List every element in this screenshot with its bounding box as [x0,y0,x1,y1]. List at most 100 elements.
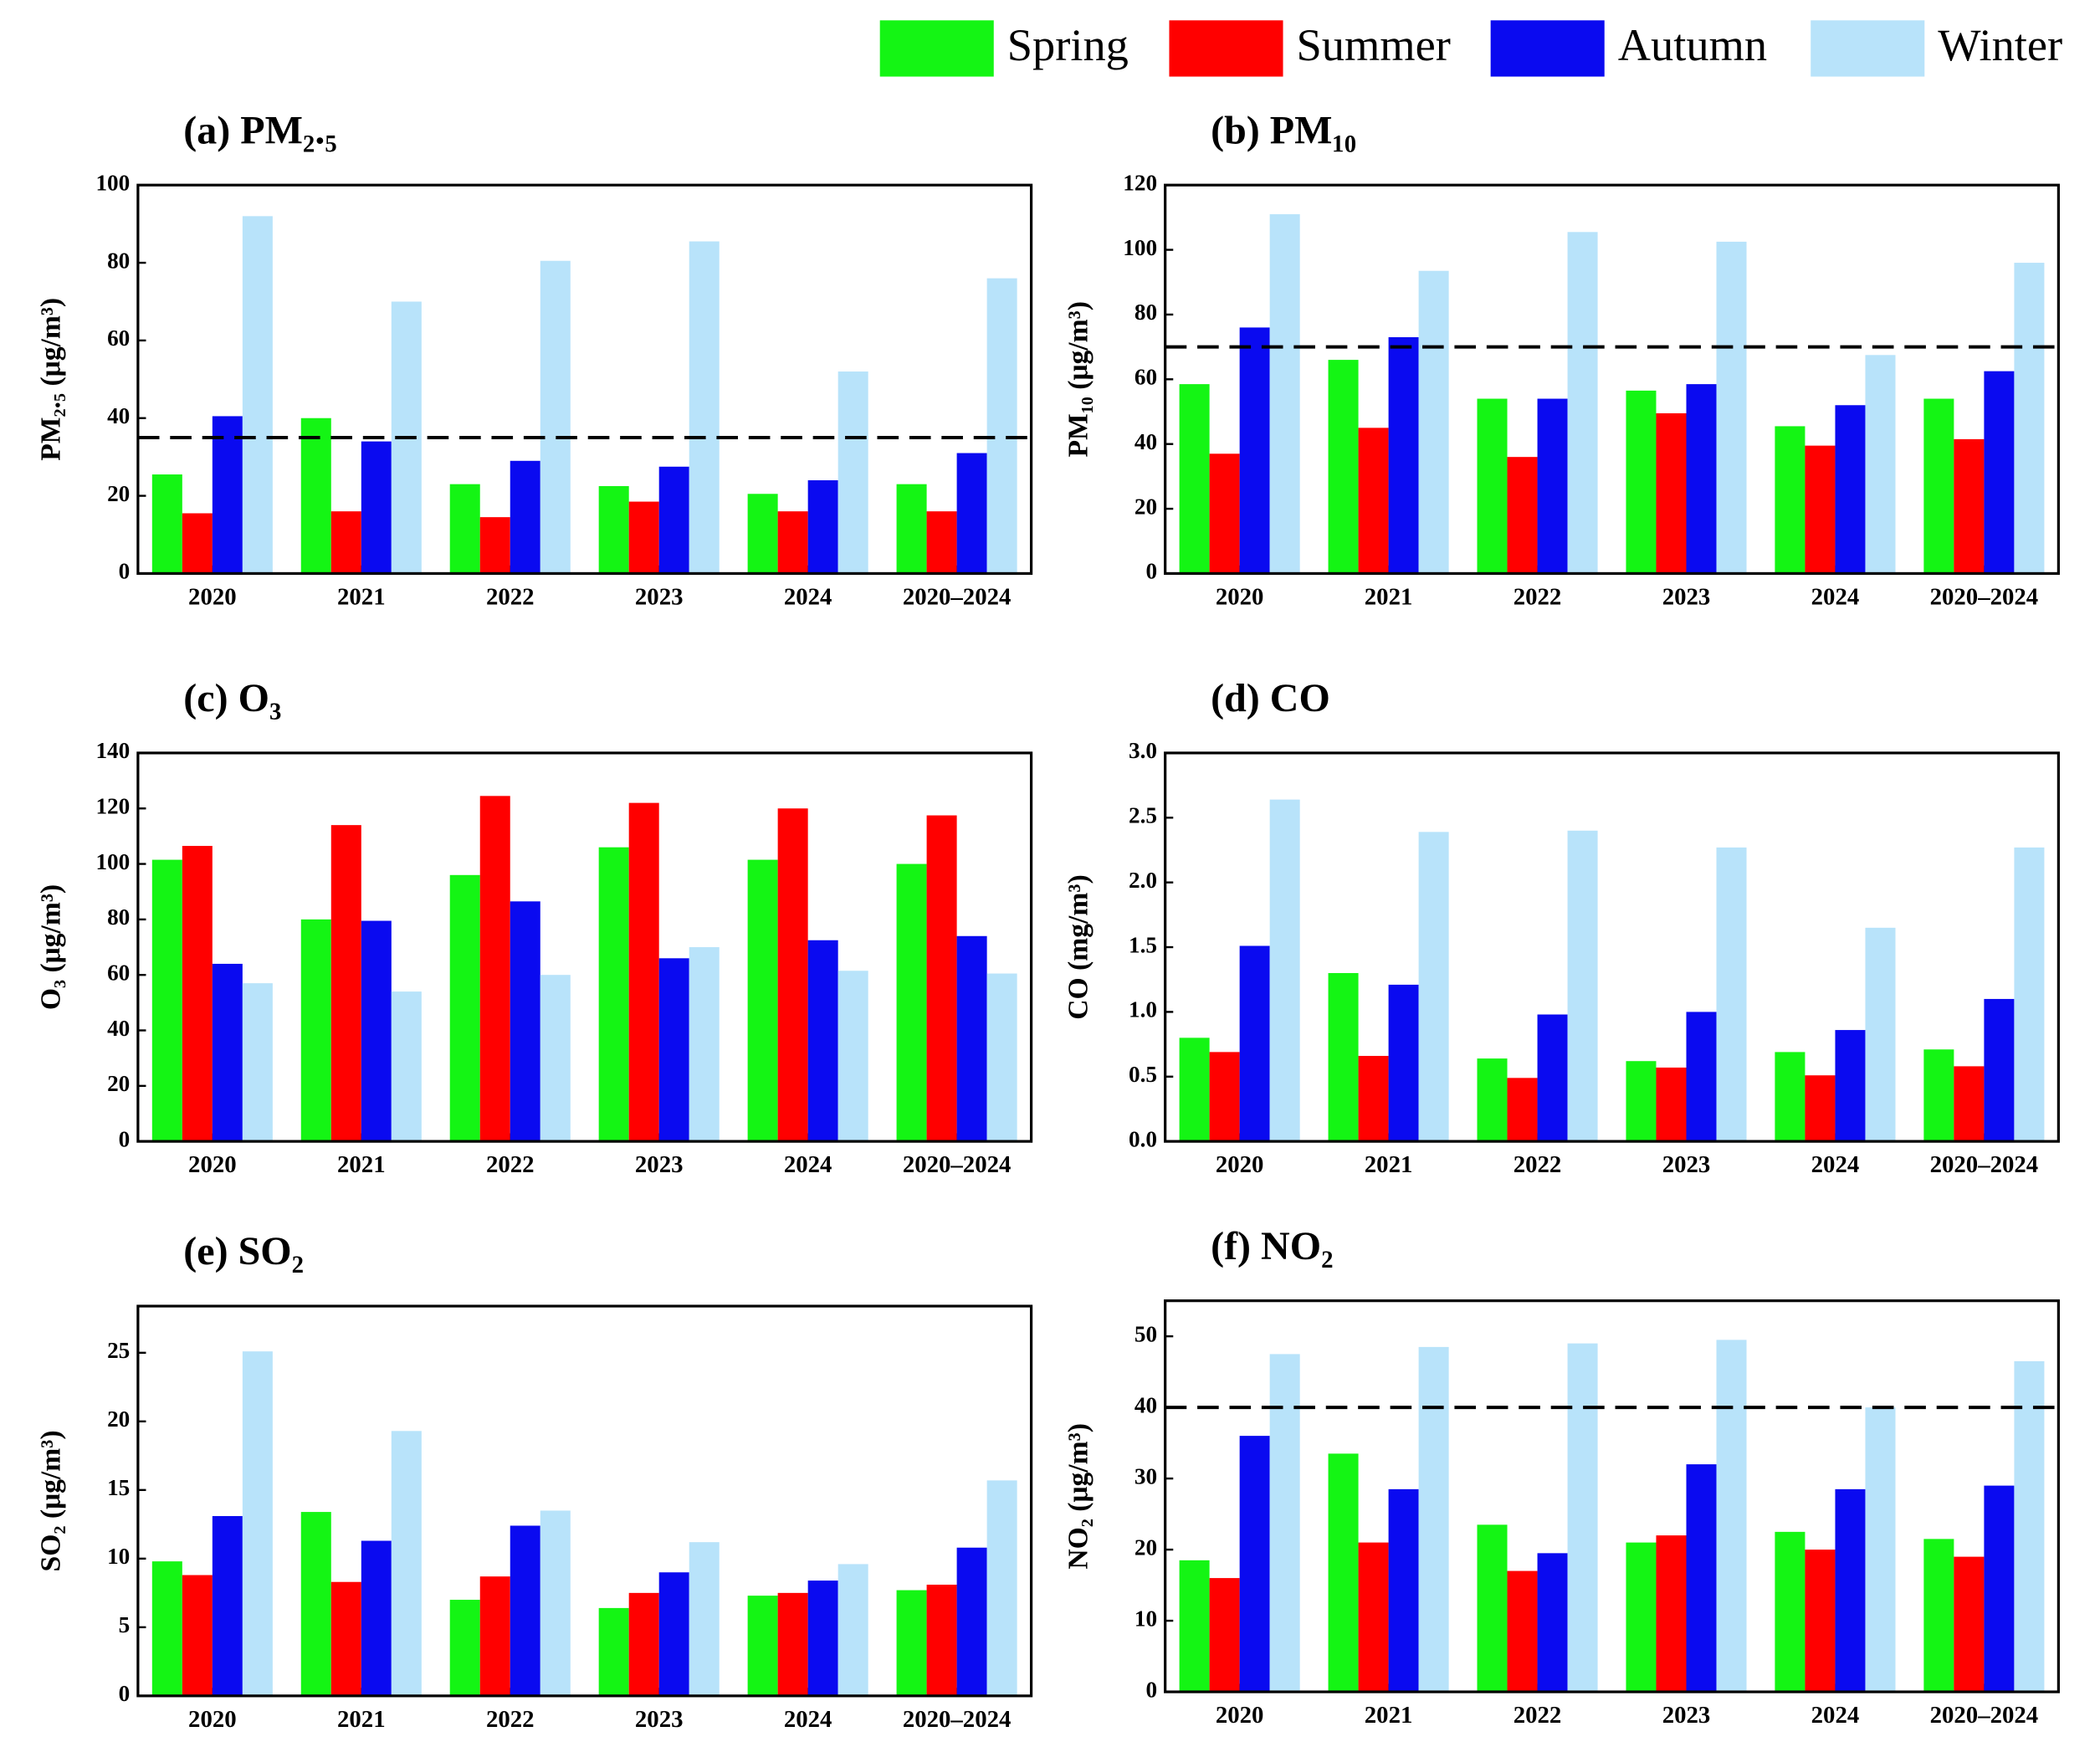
y-tick-label: 80 [107,904,130,930]
bar [689,947,720,1142]
bar [1923,398,1954,574]
x-tick-label: 2023 [1662,1702,1711,1729]
bar [1984,1485,2015,1693]
legend-swatch [1490,20,1605,77]
chart-title: (f) NO₂ [1211,1224,1333,1268]
bar [777,1592,808,1696]
y-tick-label: 30 [1135,1463,1157,1488]
y-tick-label: 0.0 [1129,1126,1157,1151]
bar [896,1590,927,1696]
bar [479,1576,510,1696]
plot-frame [136,751,1033,1143]
bar [1954,438,1985,574]
x-tick-label: 2024 [1811,1151,1860,1178]
x-tick-label: 2023 [1662,1151,1711,1178]
bar [2014,1360,2045,1693]
legend-swatch [1169,20,1283,77]
y-tick-label: 1.5 [1129,932,1157,957]
x-tick-label: 2021 [1365,1151,1413,1178]
y-tick-label: 20 [1135,1534,1157,1560]
bar [1328,360,1359,574]
y-tick-label: 40 [107,403,130,428]
bar [151,1561,182,1696]
bar [330,1581,361,1696]
x-tick-label: 2020 [1216,1151,1264,1178]
x-tick-label: 2024 [784,1151,832,1178]
legend-label: Spring [1007,20,1129,70]
legend-label: Autumn [1618,20,1767,70]
y-tick-label: 20 [107,481,130,506]
bar [1835,1488,1866,1693]
bar [212,1516,243,1696]
bar [956,453,987,574]
bar [777,511,808,574]
y-tick-label: 40 [107,1016,130,1041]
bar [510,1525,540,1696]
chart-title: (d) CO [1211,676,1330,720]
bar [1209,1052,1240,1142]
bar [1865,927,1896,1142]
x-tick-label: 2021 [337,583,386,610]
x-tick-label: 2022 [486,1706,535,1733]
bar [540,975,571,1142]
bar [1239,327,1270,574]
bar [540,1510,571,1696]
x-tick-label: 2021 [1365,583,1413,610]
bar [747,859,778,1142]
bar [1388,984,1419,1142]
x-tick-label: 2020–2024 [1930,1151,2039,1178]
bar [986,973,1017,1142]
bar [1179,1560,1210,1693]
bar [330,511,361,574]
y-tick-label: 25 [107,1338,130,1363]
bar [1418,832,1449,1142]
bar [212,963,243,1142]
bar [837,971,868,1142]
y-tick-label: 40 [1135,429,1157,454]
y-axis-label: PM₂.₅ (μg/m³) [36,298,67,461]
chart-title: (b) PM₁₀ [1211,108,1356,152]
bar [896,484,927,574]
bar [1626,1061,1657,1142]
bar [510,901,540,1142]
x-tick-label: 2022 [486,583,535,610]
bar [1388,1488,1419,1693]
bar [689,1542,720,1696]
bar [330,825,361,1142]
bar [837,371,868,574]
y-tick-label: 0 [119,1681,131,1706]
bar [1507,1078,1538,1142]
bar [1358,1056,1389,1142]
bar [242,1351,273,1696]
x-tick-label: 2020–2024 [1930,1702,2039,1729]
bar [1656,1067,1687,1142]
y-tick-label: 60 [1135,365,1157,390]
y-tick-label: 100 [1123,235,1157,260]
bar [182,846,213,1142]
bar [1716,847,1747,1142]
bar [1477,398,1508,574]
bar [926,511,957,574]
bar [449,484,480,574]
bar [182,513,213,574]
bar [1537,1553,1568,1693]
bar [1507,457,1538,574]
bar [628,802,659,1142]
y-tick-label: 120 [1123,170,1157,195]
bar [1835,1030,1866,1142]
bar [598,847,629,1142]
bar [1358,1542,1389,1693]
x-tick-label: 2023 [1662,583,1711,610]
bar [1626,1542,1657,1693]
bar [1716,241,1747,574]
y-tick-label: 2.0 [1129,868,1157,893]
bar [1239,945,1270,1142]
x-tick-label: 2023 [635,1706,684,1733]
bar [1239,1436,1270,1693]
y-tick-label: 80 [107,248,130,273]
x-tick-label: 2024 [784,583,832,610]
bar [807,480,838,574]
x-tick-label: 2020 [1216,1702,1264,1729]
bar [1686,384,1717,574]
